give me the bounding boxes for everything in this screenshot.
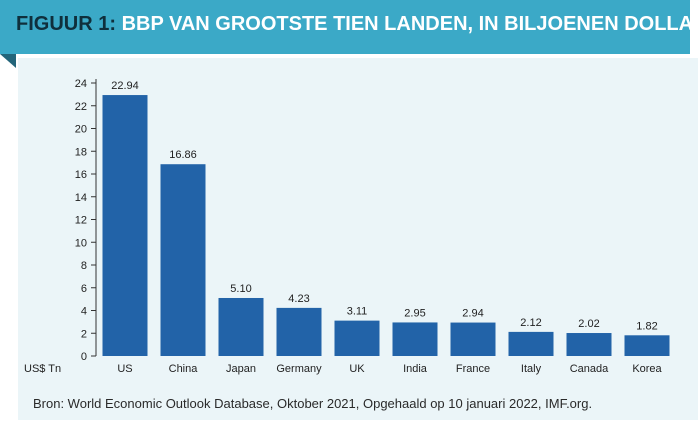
bar-value-label: 5.10 — [230, 283, 251, 295]
bar — [102, 95, 148, 356]
y-tick-label: 14 — [75, 192, 87, 204]
y-tick-label: 12 — [75, 215, 87, 227]
figure-banner: FIGUUR 1: BBP VAN GROOTSTE TIEN LANDEN, … — [0, 0, 700, 54]
bar-value-label: 4.23 — [288, 293, 309, 305]
bar-value-label: 22.94 — [111, 80, 139, 92]
x-tick-label: France — [456, 363, 490, 375]
y-axis-unit-label: US$ Tn — [24, 363, 61, 375]
y-tick-label: 16 — [75, 169, 87, 181]
x-tick-label: Canada — [570, 363, 609, 375]
bar — [160, 164, 206, 356]
source-note: Bron: World Economic Outlook Database, O… — [33, 396, 593, 411]
y-tick-label: 2 — [81, 328, 87, 340]
x-tick-label: Germany — [276, 363, 322, 375]
figure-title-text: BBP VAN GROOTSTE TIEN LANDEN, IN BILJOEN… — [121, 13, 700, 35]
x-tick-label: Japan — [226, 363, 256, 375]
bar-value-label: 2.12 — [520, 317, 541, 329]
bar-value-label: 16.86 — [169, 149, 197, 161]
y-tick-label: 0 — [81, 351, 87, 363]
chart-panel: 0 2 4 6 8 10 12 14 16 18 20 22 24 US$ Tn 22.94 US 16.86 C… — [18, 58, 698, 420]
bar — [450, 322, 496, 356]
y-tick-label: 10 — [75, 237, 87, 249]
bar-value-label: 2.95 — [404, 307, 425, 319]
bar — [218, 297, 264, 356]
x-tick-label: US — [117, 363, 132, 375]
bar — [566, 333, 612, 356]
bar-value-label: 3.11 — [347, 306, 368, 318]
x-tick-label: Italy — [521, 363, 542, 375]
bar — [334, 320, 380, 356]
bar — [392, 322, 438, 356]
bar-value-label: 2.94 — [462, 308, 483, 320]
y-tick-label: 4 — [81, 306, 87, 318]
y-tick-label: 18 — [75, 146, 87, 158]
bar-value-label: 2.02 — [578, 318, 599, 330]
bar — [508, 331, 554, 356]
bar — [624, 335, 670, 356]
y-tick-label: 6 — [81, 283, 87, 295]
banner-fold — [0, 54, 16, 68]
x-tick-label: India — [403, 363, 428, 375]
figure-title: FIGUUR 1: BBP VAN GROOTSTE TIEN LANDEN, … — [16, 13, 700, 36]
x-tick-label: UK — [349, 363, 365, 375]
y-tick-label: 8 — [81, 260, 87, 272]
y-tick-label: 20 — [75, 124, 87, 136]
y-tick-label: 22 — [75, 101, 87, 113]
x-tick-label: Korea — [632, 363, 662, 375]
figure-label: FIGUUR 1: — [16, 13, 116, 35]
bar-value-label: 1.82 — [636, 320, 657, 332]
bar — [276, 307, 322, 356]
y-tick-label: 24 — [75, 78, 87, 90]
x-tick-label: China — [169, 363, 199, 375]
